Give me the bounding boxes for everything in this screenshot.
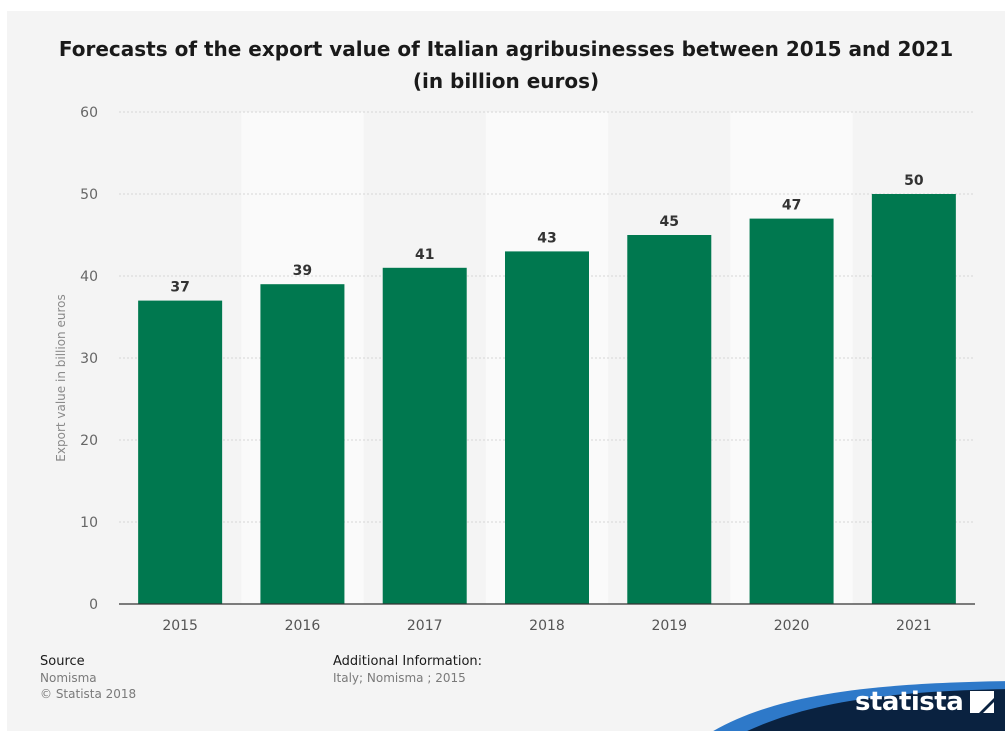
bar-2021 [871,194,956,604]
y-tick-label-50: 50 [80,187,98,203]
bar-labels: 37 39 41 43 45 47 50 [170,173,923,296]
x-tick-label-2019: 2019 [651,618,687,634]
bar-value-label-2021: 50 [904,173,924,189]
bar-value-label-2016: 39 [293,263,312,279]
bar-value-label-2018: 43 [537,230,556,246]
source-name: Nomisma [40,671,97,685]
x-axis-ticks: 2015 2016 2017 2018 2019 2020 2021 [162,618,931,634]
x-tick-label-2018: 2018 [529,618,565,634]
brand-name: statista [855,687,964,717]
info-text: Italy; Nomisma ; 2015 [333,671,466,685]
copyright: © Statista 2018 [40,687,137,701]
bars [138,194,956,604]
source-block: Source Nomisma © Statista 2018 [40,654,136,702]
x-tick-label-2017: 2017 [407,618,443,634]
statista-logo-icon [970,691,995,713]
bar-2016 [260,284,345,604]
y-tick-label-10: 10 [80,515,98,531]
info-heading: Additional Information: [333,654,483,669]
bar-value-label-2015: 37 [170,280,189,296]
brand-band [713,681,1005,731]
additional-info-block: Additional Information: Italy; Nomisma ;… [333,654,482,686]
chart-title-line-1: Forecasts of the export value of Italian… [58,37,954,61]
source-heading: Source [40,654,85,669]
y-tick-label-0: 0 [89,597,98,613]
y-tick-label-60: 60 [80,105,98,121]
bar-2018 [505,251,589,604]
y-axis-ticks: 0 10 20 30 40 50 60 [80,105,98,613]
bar-2019 [627,235,712,604]
bar-2015 [138,300,223,604]
bar-value-label-2020: 47 [782,198,801,214]
bar-2020 [749,218,834,604]
x-tick-label-2021: 2021 [896,618,932,634]
x-tick-label-2016: 2016 [285,618,321,634]
bar-value-label-2019: 45 [660,214,679,230]
chart-title-line-2: (in billion euros) [412,69,600,93]
bar-value-label-2017: 41 [415,247,434,263]
statista-logo[interactable]: statista [855,687,995,717]
x-tick-label-2020: 2020 [774,618,810,634]
x-tick-label-2015: 2015 [162,618,198,634]
chart-title: Forecasts of the export value of Italian… [7,33,1005,97]
y-axis-label: Export value in billion euros [54,294,68,461]
y-tick-label-40: 40 [80,269,98,285]
chart-card: Forecasts of the export value of Italian… [7,11,1005,731]
y-tick-label-20: 20 [80,433,98,449]
bar-2017 [382,267,467,604]
y-tick-label-30: 30 [80,351,98,367]
